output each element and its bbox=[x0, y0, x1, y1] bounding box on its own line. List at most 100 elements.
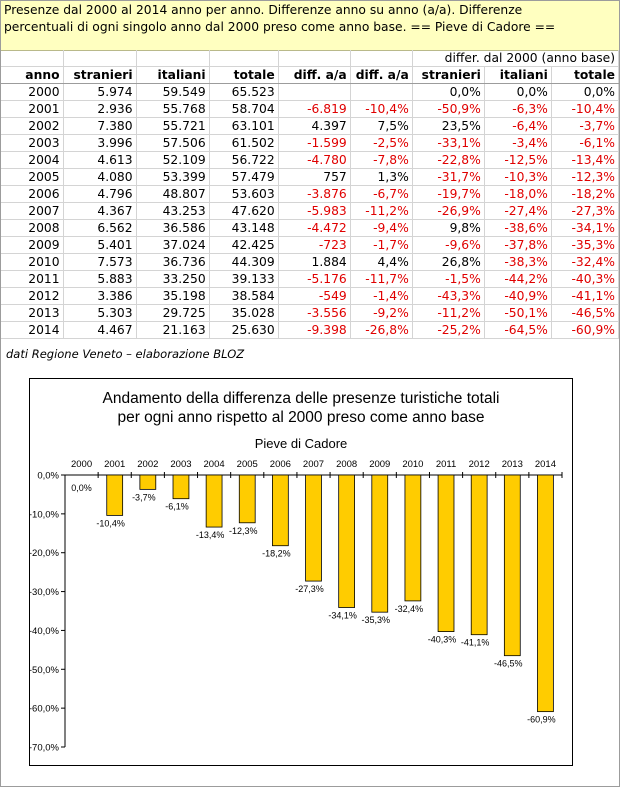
table-cell: 4,4% bbox=[350, 253, 413, 271]
table-header-row: anno stranieri italiani totale diff. a/a diff… bbox=[1, 66, 620, 84]
table-cell: 1.884 bbox=[278, 253, 351, 271]
table-cell: 0,0% bbox=[484, 83, 552, 101]
table-row: 2013 5.303 29.725 35.028 -3.556 -9,2% -11,2% -5… bbox=[1, 304, 620, 322]
table-cell: 29.725 bbox=[136, 304, 210, 322]
table-cell: -26,9% bbox=[412, 202, 485, 220]
table-cell: -38,3% bbox=[484, 253, 552, 271]
column-header: totale bbox=[209, 66, 279, 84]
table-row: 2011 5.883 33.250 39.133 -5.176 -11,7% -1,5% -4… bbox=[1, 270, 620, 288]
table-row: 2012 3.386 35.198 38.584 -549 -1,4% -43,3% -40,… bbox=[1, 287, 620, 305]
x-tick-label: 2010 bbox=[402, 459, 423, 470]
table-cell: -6,1% bbox=[551, 134, 620, 152]
table-cell: -12,5% bbox=[484, 151, 552, 169]
x-tick-label: 2011 bbox=[436, 459, 456, 470]
table-cell: 7.573 bbox=[63, 253, 137, 271]
table-row: 2004 4.613 52.109 56.722 -4.780 -7,8% -22,8% -1… bbox=[1, 151, 620, 169]
table-cell: 4.080 bbox=[63, 168, 137, 186]
data-label: -18,2% bbox=[262, 549, 291, 559]
table-cell: -35,3% bbox=[551, 236, 620, 254]
x-tick-label: 2004 bbox=[204, 459, 225, 470]
table-cell: 53.603 bbox=[209, 185, 279, 203]
table-cell: 37.024 bbox=[136, 236, 210, 254]
bar-chart: 0,0% -10,0% -20,0% -30,0% -40,0% -50,0% -60,0%… bbox=[30, 459, 563, 754]
x-tick-label: 2005 bbox=[237, 459, 258, 470]
table-cell: -6,4% bbox=[484, 117, 552, 135]
x-tick-label: 2009 bbox=[369, 459, 390, 470]
table-cell: -1.599 bbox=[278, 134, 351, 152]
y-tick-label: -40,0% bbox=[30, 626, 60, 637]
table-cell: -1,7% bbox=[350, 236, 413, 254]
chart-subtitle: per ogni anno rispetto al 2000 preso com… bbox=[117, 409, 485, 426]
table-cell: -11,2% bbox=[412, 304, 485, 322]
table-cell: -3,4% bbox=[484, 134, 552, 152]
table-cell: -11,2% bbox=[350, 202, 413, 220]
table-cell: -13,4% bbox=[551, 151, 620, 169]
table-cell: 2009 bbox=[1, 236, 64, 254]
data-label: -27,3% bbox=[295, 584, 324, 594]
table-cell: -33,1% bbox=[412, 134, 485, 152]
table-cell: 38.584 bbox=[209, 287, 279, 305]
table-cell: 35.198 bbox=[136, 287, 210, 305]
y-tick-label: -50,0% bbox=[30, 665, 60, 676]
table-cell: 21.163 bbox=[136, 321, 210, 339]
table-cell: -44,2% bbox=[484, 270, 552, 288]
data-label: -32,4% bbox=[395, 604, 424, 614]
table-cell: 39.133 bbox=[209, 270, 279, 288]
table-cell: 56.722 bbox=[209, 151, 279, 169]
x-tick-label: 2002 bbox=[137, 459, 158, 470]
table-cell: 4.397 bbox=[278, 117, 351, 135]
table-cell: -50,9% bbox=[412, 100, 485, 118]
table-cell: -10,4% bbox=[551, 100, 620, 118]
table-cell: -32,4% bbox=[551, 253, 620, 271]
table-cell: 3.386 bbox=[63, 287, 137, 305]
data-label: -41,1% bbox=[461, 638, 490, 648]
table-cell: 4.613 bbox=[63, 151, 137, 169]
table-cell: -3.556 bbox=[278, 304, 351, 322]
table-cell: -27,4% bbox=[484, 202, 552, 220]
table-cell: -6,3% bbox=[484, 100, 552, 118]
x-tick-label: 2007 bbox=[303, 459, 324, 470]
bar bbox=[404, 474, 422, 602]
table-cell: -27,3% bbox=[551, 202, 620, 220]
table-cell: 48.807 bbox=[136, 185, 210, 203]
table-cell: 52.109 bbox=[136, 151, 210, 169]
table-row: 2005 4.080 53.399 57.479 757 1,3% -31,7% -10,3%… bbox=[1, 168, 620, 186]
table-cell: 2008 bbox=[1, 219, 64, 237]
data-label: -13,4% bbox=[196, 530, 225, 540]
table-cell: -34,1% bbox=[551, 219, 620, 237]
table-row: 2009 5.401 37.024 42.425 -723 -1,7% -9,6% -37,8… bbox=[1, 236, 620, 254]
data-label: 0,0% bbox=[71, 483, 92, 493]
column-header: italiani bbox=[136, 66, 210, 84]
table-cell: 25.630 bbox=[209, 321, 279, 339]
table-cell: -41,1% bbox=[551, 287, 620, 305]
table-cell: -2,5% bbox=[350, 134, 413, 152]
table-cell: -6.819 bbox=[278, 100, 351, 118]
table-cell: -5.983 bbox=[278, 202, 351, 220]
table-cell: -50,1% bbox=[484, 304, 552, 322]
x-tick-label: 2006 bbox=[270, 459, 291, 470]
table-cell: -4.780 bbox=[278, 151, 351, 169]
table-cell: 2004 bbox=[1, 151, 64, 169]
table-cell: 757 bbox=[278, 168, 351, 186]
table-cell: -26,8% bbox=[350, 321, 413, 339]
table-cell: 2010 bbox=[1, 253, 64, 271]
table-cell: -46,5% bbox=[551, 304, 620, 322]
column-header: anno bbox=[1, 66, 64, 84]
table-cell: -1,4% bbox=[350, 287, 413, 305]
table-cell: 9,8% bbox=[412, 219, 485, 237]
table-row: 2006 4.796 48.807 53.603 -3.876 -6,7% -19,7% -1… bbox=[1, 185, 620, 203]
x-tick-label: 2003 bbox=[170, 459, 191, 470]
table-cell: 42.425 bbox=[209, 236, 279, 254]
table-cell: 59.549 bbox=[136, 83, 210, 101]
table-cell: -4.472 bbox=[278, 219, 351, 237]
table-cell: 53.399 bbox=[136, 168, 210, 186]
table-row: 2001 2.936 55.768 58.704 -6.819 -10,4% -50,9% -… bbox=[1, 100, 620, 118]
table-cell: 5.883 bbox=[63, 270, 137, 288]
table-cell: 4.796 bbox=[63, 185, 137, 203]
table-cell: 2007 bbox=[1, 202, 64, 220]
table-row: 2014 4.467 21.163 25.630 -9.398 -26,8% -25,2% -… bbox=[1, 321, 620, 339]
table-cell: -3.876 bbox=[278, 185, 351, 203]
table-cell: -40,3% bbox=[551, 270, 620, 288]
table-cell: 26,8% bbox=[412, 253, 485, 271]
table-cell: -38,6% bbox=[484, 219, 552, 237]
